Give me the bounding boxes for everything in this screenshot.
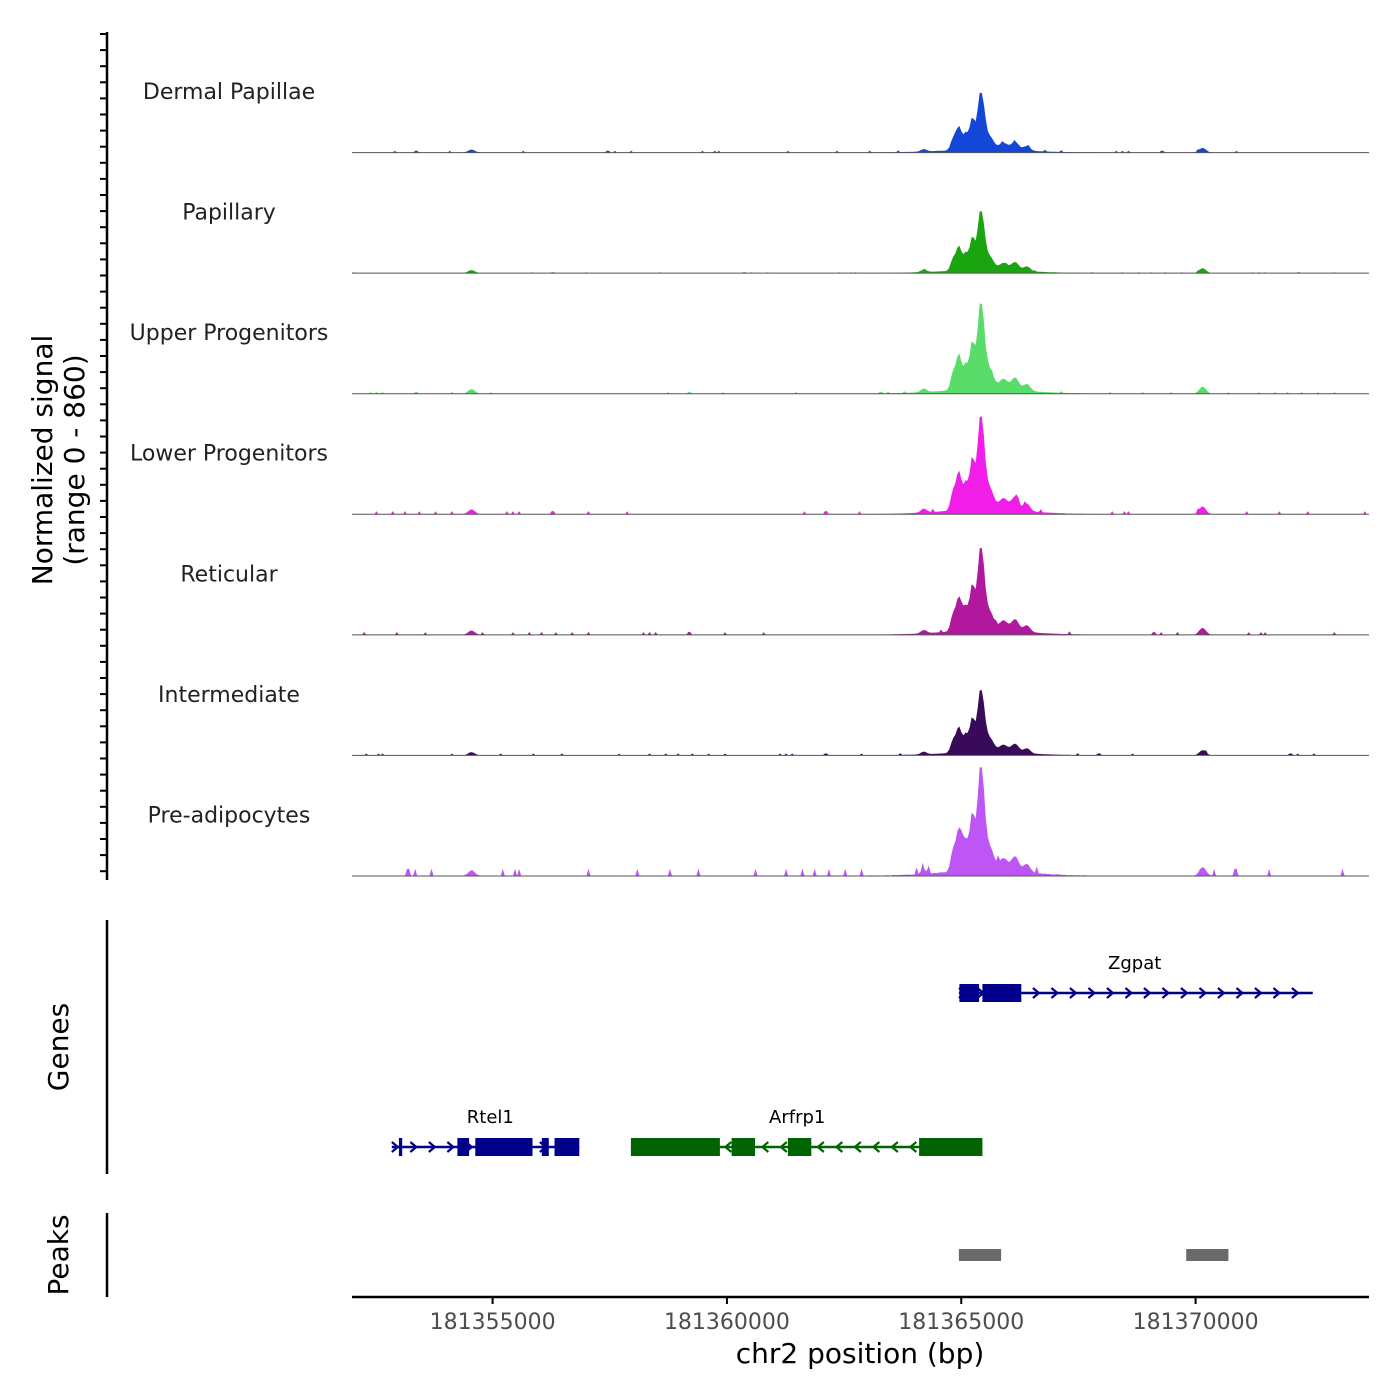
track-label: Pre-adipocytes bbox=[148, 803, 311, 828]
strand-chevron bbox=[1069, 987, 1078, 999]
track-label: Intermediate bbox=[158, 683, 300, 708]
strand-chevron bbox=[871, 1141, 881, 1153]
gene-exon bbox=[541, 1138, 549, 1156]
x-tick-label: 181355000 bbox=[430, 1310, 556, 1335]
track-label: Papillary bbox=[182, 201, 276, 226]
coverage-area bbox=[352, 548, 1369, 635]
track-pre-adipocytes: Pre-adipocytes bbox=[148, 767, 1369, 877]
peak-region bbox=[1186, 1249, 1229, 1261]
gene-exon bbox=[398, 1138, 403, 1156]
strand-chevron bbox=[1161, 987, 1171, 999]
strand-chevron bbox=[1087, 987, 1097, 999]
track-upper-progenitors: Upper Progenitors bbox=[130, 303, 1369, 395]
gene-exon bbox=[554, 1138, 580, 1156]
gene-exon bbox=[457, 1138, 470, 1156]
strand-chevron bbox=[1124, 987, 1134, 999]
strand-chevron bbox=[908, 1141, 918, 1153]
strand-chevron bbox=[1143, 987, 1152, 999]
strand-chevron bbox=[1106, 987, 1115, 999]
coverage-area bbox=[352, 767, 1369, 876]
strand-chevron bbox=[1050, 987, 1060, 999]
strand-chevron bbox=[723, 1141, 733, 1153]
strand-chevron bbox=[890, 1141, 899, 1153]
track-label: Upper Progenitors bbox=[130, 321, 329, 346]
track-label: Reticular bbox=[180, 562, 278, 587]
strand-chevron bbox=[1198, 987, 1208, 999]
signal-y-axis bbox=[100, 32, 109, 880]
y-axis-title-line1: Normalized signal bbox=[26, 335, 59, 586]
x-axis-title: chr2 position (bp) bbox=[736, 1337, 985, 1370]
peak-region bbox=[958, 1249, 1002, 1261]
gene-exon bbox=[982, 984, 1022, 1002]
x-tick-label: 181370000 bbox=[1133, 1310, 1259, 1335]
peak-track bbox=[958, 1249, 1229, 1261]
gene-exon bbox=[787, 1138, 812, 1156]
coverage-area bbox=[352, 211, 1369, 274]
peaks-axis-title: Peaks bbox=[42, 1214, 75, 1295]
gene-annotation-track: Zgpat Rtel1 Arfrp1 bbox=[391, 953, 1313, 1156]
strand-chevron bbox=[1235, 987, 1245, 999]
strand-chevron bbox=[409, 1141, 419, 1153]
strand-chevron bbox=[391, 1141, 400, 1153]
strand-chevron bbox=[1291, 987, 1300, 999]
strand-chevron bbox=[1032, 987, 1041, 999]
track-intermediate: Intermediate bbox=[158, 683, 1369, 756]
strand-chevron bbox=[1180, 987, 1189, 999]
track-reticular: Reticular bbox=[180, 548, 1369, 636]
gene-exon bbox=[630, 1138, 720, 1156]
strand-chevron bbox=[779, 1141, 788, 1153]
coverage-area bbox=[352, 690, 1369, 756]
gene-exon bbox=[959, 984, 980, 1002]
strand-chevron bbox=[834, 1141, 844, 1153]
gene-zgpat: Zgpat bbox=[958, 953, 1313, 1002]
track-lower-progenitors: Lower Progenitors bbox=[130, 416, 1369, 515]
genes-axis-title: Genes bbox=[42, 1003, 75, 1091]
gene-label: Zgpat bbox=[1108, 953, 1161, 974]
gene-label: Arfrp1 bbox=[769, 1107, 825, 1128]
y-axis-title-line2: (range 0 - 860) bbox=[58, 354, 91, 565]
track-label: Dermal Papillae bbox=[143, 80, 315, 105]
track-dermal-papillae: Dermal Papillae bbox=[143, 80, 1369, 154]
strand-chevron bbox=[446, 1141, 456, 1153]
coverage-area bbox=[352, 416, 1369, 515]
x-axis-ticks: 181355000 181360000 181365000 181370000 bbox=[430, 1297, 1259, 1335]
strand-chevron bbox=[1217, 987, 1226, 999]
strand-chevron bbox=[428, 1141, 437, 1153]
coverage-area bbox=[352, 92, 1369, 153]
strand-chevron bbox=[760, 1141, 770, 1153]
x-tick-label: 181360000 bbox=[664, 1310, 790, 1335]
track-label: Lower Progenitors bbox=[130, 442, 328, 467]
gene-arfrp1: Arfrp1 bbox=[630, 1107, 983, 1156]
strand-chevron bbox=[816, 1141, 825, 1153]
strand-chevron bbox=[1254, 987, 1263, 999]
coverage-tracks: Dermal Papillae Papillary Upper Progenitor… bbox=[130, 80, 1369, 877]
coverage-area bbox=[352, 303, 1369, 394]
gene-exon bbox=[731, 1138, 755, 1156]
gene-label: Rtel1 bbox=[467, 1107, 514, 1128]
strand-chevron bbox=[1272, 987, 1282, 999]
x-tick-label: 181365000 bbox=[898, 1310, 1024, 1335]
gene-rtel1: Rtel1 bbox=[391, 1107, 580, 1156]
strand-chevron bbox=[853, 1141, 862, 1153]
track-papillary: Papillary bbox=[182, 201, 1369, 274]
gene-exon bbox=[475, 1138, 533, 1156]
gene-exon bbox=[919, 1138, 983, 1156]
